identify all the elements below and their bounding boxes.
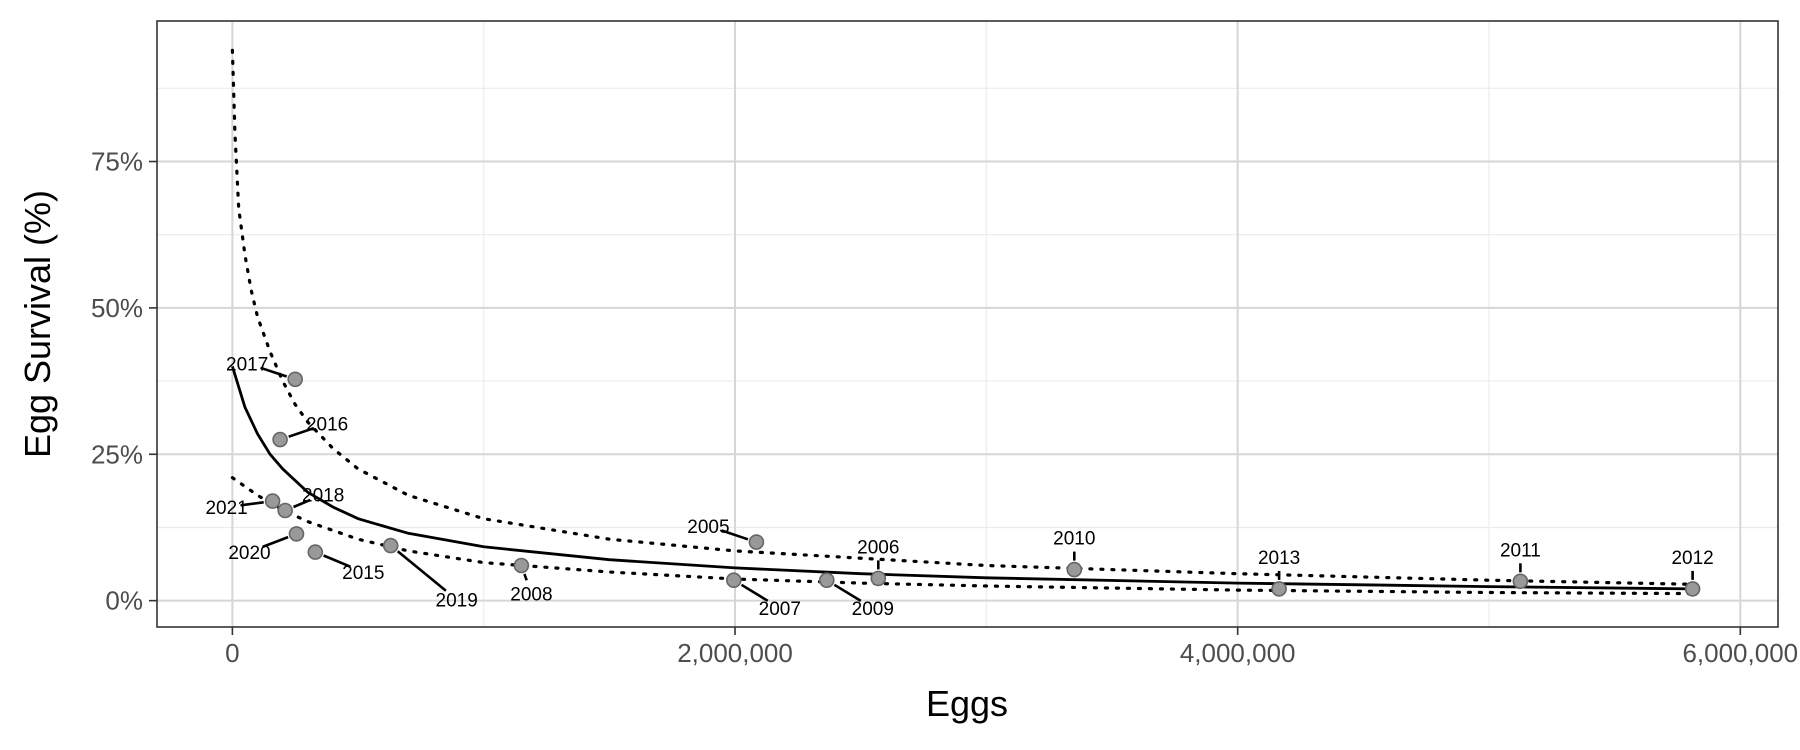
y-tick-label: 25%	[91, 439, 143, 469]
point-label-2015: 2015	[342, 563, 384, 584]
point-label-2012: 2012	[1671, 548, 1713, 569]
leader-line-2015	[323, 554, 351, 568]
x-tick-label: 2,000,000	[677, 638, 793, 668]
data-point-2021	[264, 493, 281, 509]
fit-line	[231, 365, 1693, 591]
point-label-2016: 2016	[306, 415, 348, 436]
point-label-2019: 2019	[436, 591, 478, 612]
data-point-2007	[725, 572, 742, 589]
data-point-2019	[382, 537, 399, 554]
x-tick-label: 4,000,000	[1180, 638, 1296, 668]
data-point-2005	[748, 534, 765, 550]
upper-band-line	[230, 48, 1695, 586]
leader-line-2020	[262, 535, 289, 549]
leader-line-2017	[260, 366, 288, 378]
leader-line-2018	[292, 498, 311, 509]
data-points	[264, 371, 1701, 597]
leader-line-2021	[240, 501, 264, 507]
point-label-2005: 2005	[687, 517, 729, 538]
point-label-2010: 2010	[1053, 529, 1095, 550]
x-axis-title: Eggs	[926, 683, 1008, 724]
panel-border	[156, 20, 1779, 628]
minor-gridlines	[157, 21, 1778, 627]
leader-line-2005	[721, 529, 749, 541]
data-point-2009	[818, 572, 835, 589]
leader-line-2008	[523, 573, 528, 581]
data-point-2015	[307, 544, 324, 560]
data-point-2006	[870, 570, 887, 587]
point-label-2021: 2021	[205, 498, 247, 519]
point-label-2018: 2018	[302, 486, 344, 507]
leader-line-2007	[740, 583, 769, 603]
data-point-2008	[513, 557, 530, 574]
point-labels: 2005 2006 2007 2008 2009 2010 2011 2012 2013 2015…	[205, 354, 1713, 620]
x-tick-label: 6,000,000	[1682, 638, 1798, 668]
point-label-2013: 2013	[1258, 548, 1300, 569]
point-label-2006: 2006	[857, 537, 899, 558]
data-point-2011	[1512, 573, 1529, 590]
leader-line-2009	[833, 583, 862, 603]
data-point-2016	[272, 431, 288, 448]
x-axis-ticks: 0 2,000,000 4,000,000 6,000,000	[225, 627, 1798, 668]
data-point-2010	[1066, 561, 1083, 578]
data-point-2017	[287, 371, 304, 388]
data-point-2020	[288, 526, 305, 542]
data-point-2018	[277, 502, 294, 519]
leader-line-2016	[288, 426, 315, 438]
point-label-2007: 2007	[759, 599, 801, 620]
data-point-2012	[1684, 581, 1701, 597]
point-label-2020: 2020	[228, 543, 270, 564]
y-tick-label: 0%	[105, 586, 143, 616]
y-tick-label: 50%	[91, 293, 143, 323]
y-tick-label: 75%	[91, 147, 143, 177]
x-tick-label: 0	[225, 638, 239, 668]
y-axis-title: Egg Survival (%)	[17, 190, 58, 458]
fit-curve	[231, 365, 1693, 591]
point-label-2017: 2017	[226, 354, 268, 375]
point-label-2009: 2009	[852, 599, 894, 620]
point-label-2008: 2008	[510, 585, 552, 606]
label-leader-lines	[240, 366, 1694, 603]
point-label-2011: 2011	[1500, 540, 1541, 561]
y-axis-ticks: 0% 25% 50% 75%	[91, 147, 157, 616]
major-gridlines	[157, 21, 1778, 627]
leader-line-2019	[396, 550, 447, 592]
data-point-2013	[1271, 581, 1287, 597]
